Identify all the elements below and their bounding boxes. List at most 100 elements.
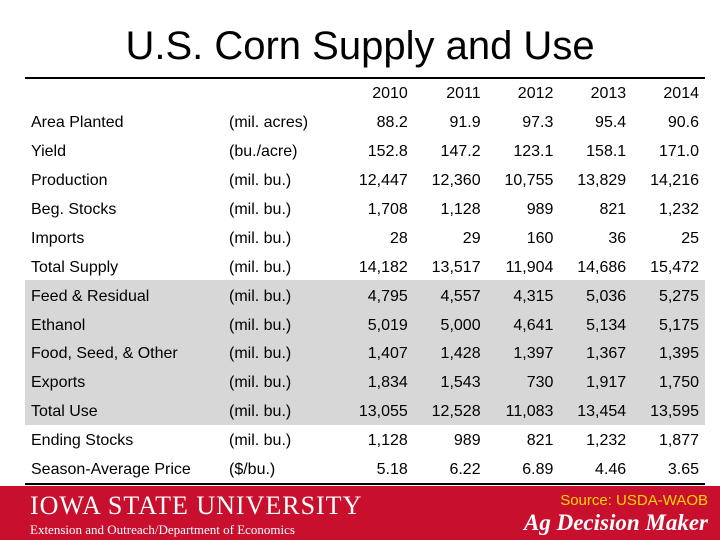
row-label: Food, Seed, & Other (31, 345, 178, 363)
value-cell: 989 (453, 432, 481, 450)
row-unit: (mil. bu.) (229, 345, 292, 363)
year-header: 2012 (517, 85, 554, 103)
value-cell: 14,182 (358, 258, 408, 276)
value-cell: 5.18 (376, 461, 408, 479)
value-cell: 97.3 (522, 114, 554, 132)
row-label: Production (31, 172, 108, 190)
value-cell: 821 (526, 432, 554, 450)
value-cell: 95.4 (595, 114, 627, 132)
value-cell: 5,134 (586, 316, 627, 334)
year-header-row: 2010 2011 2012 2013 2014 (25, 80, 705, 109)
row-unit: (bu./acre) (229, 143, 298, 161)
value-cell: 1,128 (440, 201, 481, 218)
row-label: Area Planted (31, 114, 124, 132)
value-cell: 4.46 (595, 461, 627, 479)
table-row: Beg. Stocks (mil. bu.) 1,708 1,128 989 821 1,2… (25, 196, 705, 225)
row-unit: (mil. acres) (229, 114, 309, 132)
value-cell: 91.9 (449, 114, 481, 132)
table-row: Total Use (mil. bu.) 13,055 12,528 11,083 13,… (25, 398, 705, 427)
value-cell: 989 (526, 201, 554, 218)
value-cell: 3.65 (667, 461, 699, 479)
year-header: 2013 (590, 85, 627, 103)
value-cell: 160 (526, 229, 554, 247)
row-label: Feed & Residual (31, 287, 150, 305)
value-cell: 88.2 (376, 114, 408, 132)
value-cell: 11,083 (505, 403, 554, 421)
table-row: Imports (mil. bu.) 28 29 160 36 25 (25, 224, 705, 253)
value-cell: 1,407 (367, 345, 408, 363)
value-cell: 13,454 (577, 403, 627, 421)
value-cell: 6.22 (449, 461, 481, 479)
table-row: Yield (bu./acre) 152.8 147.2 123.1 158.1 171.0 (25, 138, 705, 167)
value-cell: 152.8 (367, 143, 408, 161)
table-row: Ethanol (mil. bu.) 5,019 5,000 4,641 5,134 5,1… (25, 311, 705, 340)
row-label: Ending Stocks (31, 432, 134, 450)
value-cell: 1,834 (367, 374, 408, 392)
value-cell: 1,917 (586, 374, 627, 392)
value-cell: 1,750 (658, 374, 699, 392)
value-cell: 4,641 (513, 316, 554, 334)
row-label: Ethanol (31, 316, 86, 334)
header-blank-label (25, 80, 229, 109)
table-row: Total Supply (mil. bu.) 14,182 13,517 11,904… (25, 253, 705, 282)
value-cell: 1,128 (367, 432, 408, 450)
table-row: Exports (mil. bu.) 1,834 1,543 730 1,917 1,750 (25, 369, 705, 398)
value-cell: 147.2 (440, 143, 481, 161)
row-unit: (mil. bu.) (229, 432, 292, 450)
row-label: Beg. Stocks (31, 201, 117, 218)
value-cell: 1,877 (658, 432, 699, 450)
row-label: Total Use (31, 403, 98, 421)
row-unit: (mil. bu.) (229, 201, 292, 218)
row-unit: (mil. bu.) (229, 374, 292, 392)
row-unit: (mil. bu.) (229, 258, 292, 276)
value-cell: 5,019 (367, 316, 408, 334)
source-note: Source: USDA-WAOB (560, 492, 708, 509)
value-cell: 821 (599, 201, 627, 218)
table-row: Feed & Residual (mil. bu.) 4,795 4,557 4,315… (25, 282, 705, 311)
year-header: 2014 (663, 85, 699, 103)
value-cell: 5,000 (440, 316, 481, 334)
row-label: Yield (31, 143, 66, 161)
table-row: Ending Stocks (mil. bu.) 1,128 989 821 1,232 1… (25, 427, 705, 456)
row-label: Season-Average Price (31, 461, 191, 479)
value-cell: 730 (526, 374, 554, 392)
year-header: 2011 (446, 85, 481, 103)
value-cell: 1,428 (440, 345, 481, 363)
header-rule (25, 77, 705, 79)
value-cell: 15,472 (650, 258, 699, 276)
value-cell: 171.0 (658, 143, 699, 161)
value-cell: 90.6 (667, 114, 699, 132)
value-cell: 1,395 (658, 345, 699, 363)
value-cell: 5,275 (658, 287, 699, 305)
ag-decision-maker-logo[interactable]: Ag Decision Maker (524, 510, 708, 535)
university-wordmark[interactable]: IOWA STATE UNIVERSITY (30, 491, 363, 520)
table-row: Season-Average Price ($/bu.) 5.18 6.22 6.89 4… (25, 456, 705, 485)
department-line: Extension and Outreach/Department of Eco… (30, 522, 295, 537)
table-row: Food, Seed, & Other (mil. bu.) 1,407 1,428 1… (25, 340, 705, 369)
value-cell: 13,595 (650, 403, 699, 421)
value-cell: 14,686 (577, 258, 627, 276)
table-row: Production (mil. bu.) 12,447 12,360 10,755 13… (25, 167, 705, 196)
year-header: 2010 (372, 85, 408, 103)
value-cell: 25 (681, 229, 699, 247)
value-cell: 1,232 (658, 201, 699, 218)
value-cell: 5,175 (658, 316, 699, 334)
value-cell: 4,795 (367, 287, 408, 305)
table-row: Area Planted (mil. acres) 88.2 91.9 97.3 95.4… (25, 109, 705, 138)
use-section-shading (25, 280, 705, 425)
page-title: U.S. Corn Supply and Use (125, 24, 595, 68)
row-label: Imports (31, 229, 85, 247)
table-body: Area Planted (mil. acres) 88.2 91.9 97.3 95.4… (25, 109, 705, 485)
value-cell: 1,397 (513, 345, 554, 363)
value-cell: 4,557 (440, 287, 481, 305)
value-cell: 6.89 (522, 461, 554, 479)
row-unit: (mil. bu.) (229, 229, 292, 247)
row-unit: (mil. bu.) (229, 403, 292, 421)
value-cell: 10,755 (504, 172, 554, 190)
value-cell: 1,367 (586, 345, 627, 363)
value-cell: 29 (462, 229, 481, 247)
row-unit: ($/bu.) (229, 461, 276, 479)
footer-rule (25, 483, 705, 485)
value-cell: 13,517 (431, 258, 481, 276)
value-cell: 5,036 (586, 287, 627, 305)
